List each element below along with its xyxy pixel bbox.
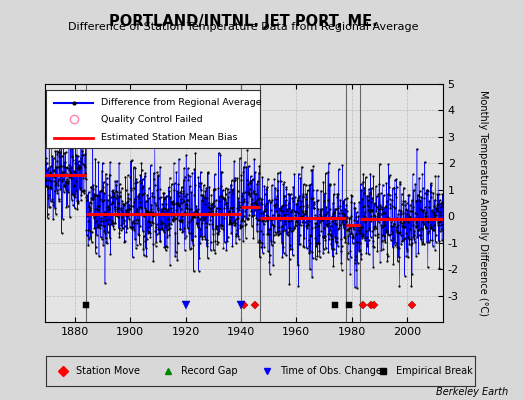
Text: Berkeley Earth: Berkeley Earth xyxy=(436,387,508,397)
Text: Empirical Break: Empirical Break xyxy=(396,366,473,376)
Text: Station Move: Station Move xyxy=(75,366,140,376)
Text: Difference from Regional Average: Difference from Regional Average xyxy=(102,98,262,107)
Text: Quality Control Failed: Quality Control Failed xyxy=(102,114,203,124)
Y-axis label: Monthly Temperature Anomaly Difference (°C): Monthly Temperature Anomaly Difference (… xyxy=(478,90,488,316)
Text: Time of Obs. Change: Time of Obs. Change xyxy=(280,366,381,376)
Text: Difference of Station Temperature Data from Regional Average: Difference of Station Temperature Data f… xyxy=(69,22,419,32)
Text: Estimated Station Mean Bias: Estimated Station Mean Bias xyxy=(102,133,238,142)
Text: Record Gap: Record Gap xyxy=(181,366,237,376)
Text: PORTLAND/INTNL. JET PORT, ME.: PORTLAND/INTNL. JET PORT, ME. xyxy=(110,14,378,29)
